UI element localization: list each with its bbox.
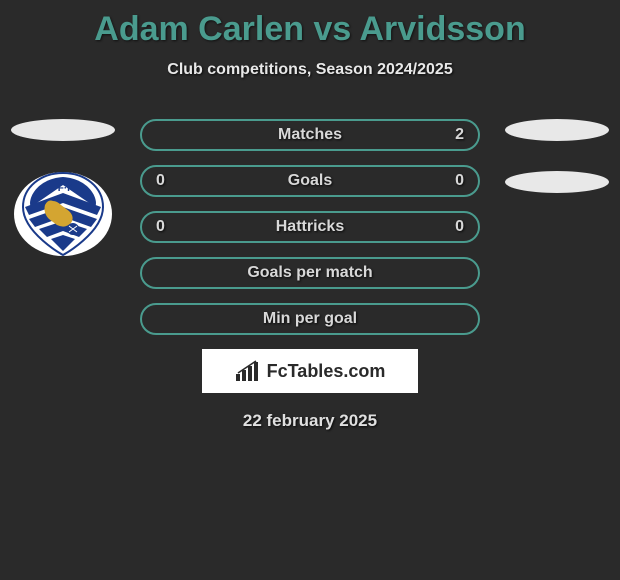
left-player-column: I·F·K	[8, 119, 118, 257]
stat-row-min-per-goal: Min per goal	[140, 303, 480, 335]
stat-row-goals-per-match: Goals per match	[140, 257, 480, 289]
stat-label: Hattricks	[186, 218, 434, 236]
comparison-panel: I·F·K Matches 2 0 Goals 0 0 Hattricks 0	[0, 119, 620, 431]
subtitle: Club competitions, Season 2024/2025	[0, 61, 620, 79]
right-player-column	[502, 119, 612, 223]
page-title: Adam Carlen vs Arvidsson	[0, 0, 620, 49]
stat-row-hattricks: 0 Hattricks 0	[140, 211, 480, 243]
stat-right-value: 2	[434, 126, 464, 144]
svg-text:I·F·K: I·F·K	[52, 183, 76, 194]
date-text: 22 february 2025	[0, 411, 620, 431]
left-player-avatar-placeholder	[11, 119, 115, 141]
stat-label: Matches	[186, 126, 434, 144]
stat-right-value: 0	[434, 172, 464, 190]
right-club-logo-placeholder	[505, 171, 609, 193]
stat-left-value: 0	[156, 218, 186, 236]
stat-left-value: 0	[156, 172, 186, 190]
branding-box: FcTables.com	[202, 349, 418, 393]
bar-chart-icon	[235, 360, 261, 382]
stat-row-goals: 0 Goals 0	[140, 165, 480, 197]
stat-label: Goals	[186, 172, 434, 190]
stat-label: Goals per match	[186, 264, 434, 282]
stats-list: Matches 2 0 Goals 0 0 Hattricks 0 Goals …	[140, 119, 480, 335]
left-club-logo: I·F·K	[13, 171, 113, 257]
branding-text: FcTables.com	[267, 361, 386, 382]
ifk-shield-icon: I·F·K	[13, 171, 113, 257]
stat-row-matches: Matches 2	[140, 119, 480, 151]
stat-label: Min per goal	[186, 310, 434, 328]
right-player-avatar-placeholder	[505, 119, 609, 141]
stat-right-value: 0	[434, 218, 464, 236]
